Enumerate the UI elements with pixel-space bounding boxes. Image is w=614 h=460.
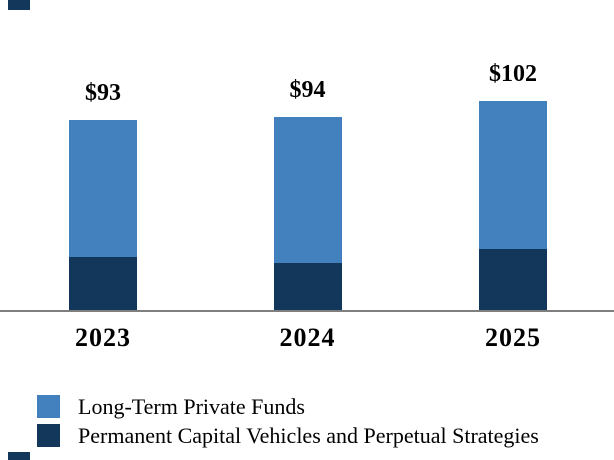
legend-swatch-dark-navy [37,424,60,447]
bar-segment-long-term-private-funds-2023 [69,120,137,257]
legend-label-permanent-capital-vehicles: Permanent Capital Vehicles and Perpetual… [78,423,539,448]
clipped-swatch-bottom-left [8,452,30,460]
legend-label-long-term-private-funds: Long-Term Private Funds [78,394,305,419]
x-axis-label-2024: 2024 [279,323,336,352]
bar-segment-permanent-capital-vehicles-2023 [69,257,137,310]
bar-total-label-2025: $102 [489,61,537,87]
chart-legend: Long-Term Private Funds Permanent Capita… [37,395,539,453]
x-axis-line [0,310,614,312]
bar-segment-long-term-private-funds-2025 [479,101,547,249]
legend-swatch-light-blue [37,395,60,418]
clipped-swatch-top-left [8,0,30,10]
legend-item-permanent-capital-vehicles: Permanent Capital Vehicles and Perpetual… [37,424,539,447]
x-axis-label-2023: 2023 [75,323,131,352]
bar-total-label-2024: $94 [289,77,326,103]
bar-segment-permanent-capital-vehicles-2025 [479,249,547,310]
bar-segment-long-term-private-funds-2024 [273,117,342,263]
bar-total-label-2023: $93 [85,80,121,106]
legend-item-long-term-private-funds: Long-Term Private Funds [37,395,539,418]
x-axis-label-2025: 2025 [485,323,541,352]
bar-segment-permanent-capital-vehicles-2024 [273,263,342,310]
